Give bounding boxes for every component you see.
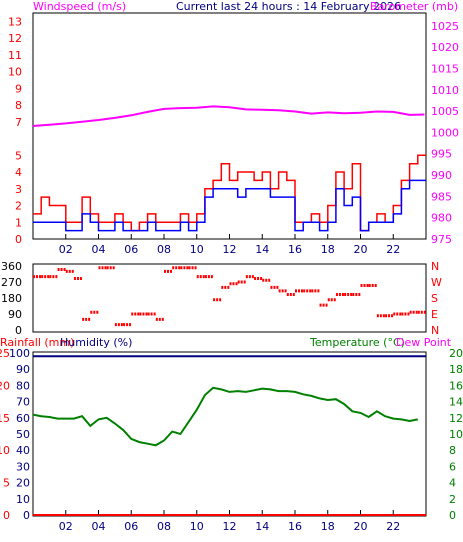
compass-tick-label: N: [431, 260, 439, 273]
x-tick-label: 12: [223, 520, 237, 533]
rainfall-tick-label: 20: [0, 379, 10, 392]
temperature-tick-label: 12: [449, 412, 463, 425]
humidity-tick-label: 0: [23, 509, 30, 522]
x-tick-label: 12: [223, 243, 237, 256]
barometer-tick-label: 985: [431, 190, 452, 203]
x-tick-label: 22: [386, 243, 400, 256]
tick-layer: 0123457891011121397598098599099510001005…: [0, 15, 463, 533]
humidity-tick-label: 100: [9, 347, 30, 360]
x-tick-label: 04: [92, 243, 106, 256]
x-tick-label: 16: [288, 520, 302, 533]
wind-tick-label: 10: [8, 66, 22, 79]
wind-barometer-panel: [32, 12, 427, 240]
direction-tick-label: 180: [1, 292, 22, 305]
barometer-tick-label: 1005: [431, 105, 459, 118]
x-tick-label: 18: [321, 520, 335, 533]
wind-tick-label: 12: [8, 32, 22, 45]
wind-tick-label: 1: [15, 216, 22, 229]
barometer-tick-label: 980: [431, 212, 452, 225]
x-tick-label: 20: [354, 243, 368, 256]
humidity-tick-label: 10: [16, 493, 30, 506]
wind-tick-label: 7: [15, 116, 22, 129]
rainfall-tick-label: 25: [0, 347, 10, 360]
x-tick-label: 04: [92, 520, 106, 533]
direction-tick-label: 270: [1, 276, 22, 289]
temperature-tick-label: 20: [449, 347, 463, 360]
humidity-tick-label: 70: [16, 396, 30, 409]
humidity-tick-label: 50: [16, 428, 30, 441]
temperature-tick-label: 0: [449, 509, 456, 522]
x-tick-label: 06: [124, 520, 138, 533]
x-tick-label: 08: [157, 520, 171, 533]
wind-tick-label: 11: [8, 49, 22, 62]
temperature-tick-label: 4: [449, 477, 456, 490]
direction-tick-label: 360: [1, 260, 22, 273]
humidity-tick-label: 90: [16, 363, 30, 376]
barometer-tick-label: 975: [431, 233, 452, 246]
humidity-tick-label: 30: [16, 460, 30, 473]
humidity-tick-label: 60: [16, 412, 30, 425]
temperature-tick-label: 14: [449, 396, 463, 409]
compass-tick-label: E: [431, 308, 438, 321]
wind-tick-label: 2: [15, 200, 22, 213]
rainfall-tick-label: 0: [3, 509, 10, 522]
temperature-line: [32, 386, 418, 447]
current-period-label: Current last 24 hours : 14 February 2026: [176, 0, 401, 13]
temperature-tick-label: 6: [449, 460, 456, 473]
temperature-tick-label: 16: [449, 379, 463, 392]
rainfall-tick-label: 10: [0, 444, 10, 457]
x-tick-label: 02: [59, 243, 73, 256]
x-tick-label: 08: [157, 243, 171, 256]
temperature-tick-label: 8: [449, 444, 456, 457]
x-tick-label: 06: [124, 243, 138, 256]
x-tick-label: 22: [386, 520, 400, 533]
compass-tick-label: S: [431, 292, 438, 305]
humidity-tick-label: 40: [16, 444, 30, 457]
temperature-tick-label: 18: [449, 363, 463, 376]
temperature-tick-label: 2: [449, 493, 456, 506]
barometer-tick-label: 1015: [431, 62, 459, 75]
wind-tick-label: 9: [15, 82, 22, 95]
temperature-legend-label: Temperature (°C): [309, 336, 405, 349]
temperature-humidity-panel: [32, 351, 427, 517]
wind-tick-label: 4: [15, 166, 22, 179]
windspeed-header-label: Windspeed (m/s): [33, 0, 126, 13]
barometer-tick-label: 1020: [431, 41, 459, 54]
wind-tick-label: 3: [15, 183, 22, 196]
barometer-tick-label: 1000: [431, 126, 459, 139]
x-tick-label: 18: [321, 243, 335, 256]
rainfall-tick-label: 15: [0, 412, 10, 425]
wind-tick-label: 8: [15, 99, 22, 112]
barometer-tick-label: 1025: [431, 20, 459, 33]
humidity-tick-label: 80: [16, 379, 30, 392]
humidity-legend-label: Humidity (%): [60, 336, 132, 349]
wind-tick-label: 0: [15, 233, 22, 246]
compass-tick-label: N: [431, 324, 439, 337]
direction-tick-label: 0: [15, 324, 22, 337]
temperature-tick-label: 10: [449, 428, 463, 441]
wind-tick-label: 13: [8, 15, 22, 28]
x-tick-label: 14: [255, 520, 269, 533]
compass-tick-label: W: [431, 276, 442, 289]
wind-tick-label: 5: [15, 149, 22, 162]
x-tick-label: 02: [59, 520, 73, 533]
dew-point-legend-label: Dew Point: [396, 336, 452, 349]
x-tick-label: 20: [354, 520, 368, 533]
direction-tick-label: 90: [8, 308, 22, 321]
barometer-line: [32, 105, 425, 127]
barometer-tick-label: 1010: [431, 84, 459, 97]
barometer-tick-label: 995: [431, 148, 452, 161]
wind-direction-panel: [32, 263, 427, 333]
x-tick-label: 10: [190, 520, 204, 533]
wind-average-line: [33, 179, 426, 232]
x-tick-label: 14: [255, 243, 269, 256]
barometer-header-label: Barometer (mb): [370, 0, 458, 13]
rainfall-tick-label: 5: [3, 477, 10, 490]
x-tick-label: 16: [288, 243, 302, 256]
rainfall-legend-label: Rainfall (mm): [0, 336, 74, 349]
barometer-tick-label: 990: [431, 169, 452, 182]
x-tick-label: 10: [190, 243, 204, 256]
humidity-tick-label: 20: [16, 477, 30, 490]
